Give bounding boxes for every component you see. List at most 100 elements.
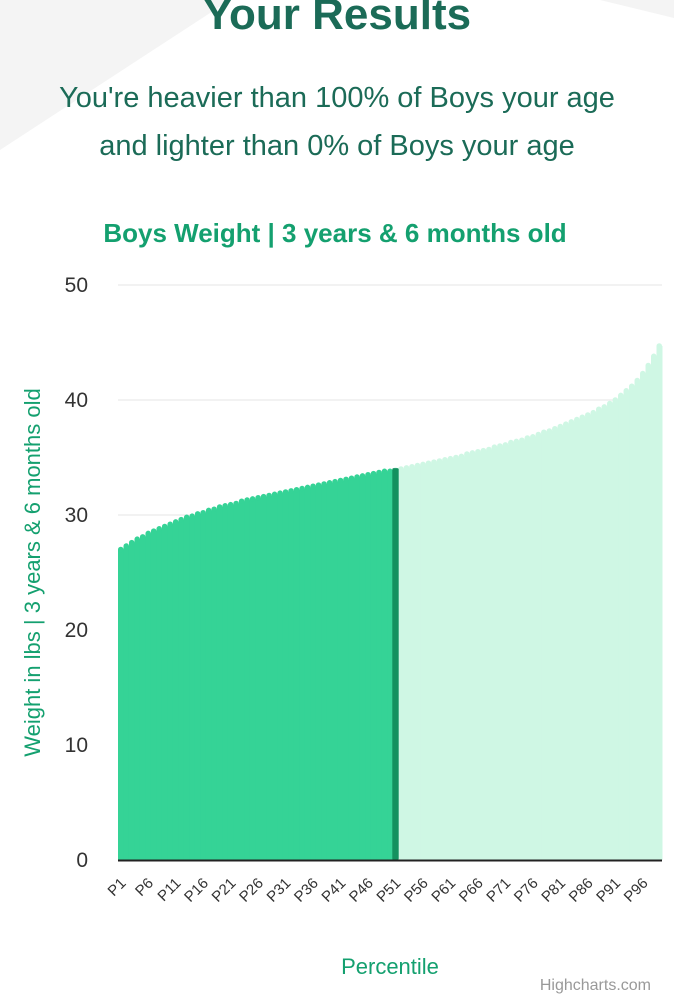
area-point-p49 [381,471,388,860]
area-point-cap-p28 [266,492,272,499]
area-point-p87 [590,412,597,860]
area-point-cap-p30 [277,490,283,496]
area-point-p76 [530,436,537,860]
area-point-p25 [249,498,256,860]
area-point-p90 [607,403,614,860]
area-point-cap-p94 [629,383,635,389]
x-tick-label: P46 [346,875,377,906]
highcharts-credits[interactable]: Highcharts.com [540,977,651,994]
area-point-p21 [227,504,234,860]
area-point-cap-p95 [634,377,641,384]
area-point-p23 [238,501,245,860]
area-point-cap-p35 [304,484,311,491]
x-tick-label: P16 [181,875,212,906]
area-point-p92 [618,395,625,860]
area-point-cap-p79 [546,428,553,434]
area-point-p68 [486,449,493,860]
area-point-p39 [326,482,333,860]
area-point-cap-p26 [255,495,261,501]
area-point-p95 [634,380,641,860]
area-point-cap-p67 [480,447,487,454]
area-point-p30 [277,493,284,860]
area-point-cap-p21 [227,501,234,508]
area-point-p84 [574,419,581,860]
area-point-cap-p25 [249,496,256,502]
area-point-p31 [282,492,289,860]
area-point-p91 [612,400,619,860]
area-point-p74 [519,440,526,860]
area-point-cap-p88 [596,406,602,412]
area-point-p44 [354,477,361,860]
x-tick-label: P66 [456,875,487,906]
area-point-cap-p97 [645,362,652,369]
area-point-p56 [420,464,427,860]
page-title: Your Results [202,0,472,39]
area-point-p98 [651,356,658,860]
area-point-p45 [359,475,366,860]
area-point-p58 [431,462,438,860]
area-point-cap-p63 [458,453,465,460]
area-point-p50 [387,471,394,860]
x-tick-label: P26 [236,875,267,906]
x-tick-label: P81 [538,875,569,906]
area-point-p60 [442,459,449,860]
area-point-cap-p8 [156,526,162,532]
area-point-p97 [645,365,652,860]
area-point-p27 [260,496,267,860]
area-point-p37 [315,485,322,860]
area-point-cap-p50 [387,468,393,475]
area-point-cap-p69 [491,444,498,450]
area-point-cap-p13 [183,514,190,521]
area-point-p16 [200,512,207,860]
area-point-cap-p91 [612,397,619,403]
area-point-p71 [502,444,509,860]
area-point-p11 [172,521,179,860]
area-point-cap-p76 [530,434,536,440]
area-point-cap-p10 [167,521,173,527]
area-point-cap-p1 [118,546,124,553]
area-point-cap-p47 [370,470,377,477]
area-point-p57 [425,463,432,860]
area-point-cap-p44 [354,474,360,480]
area-point-cap-p65 [469,450,476,456]
area-point-cap-p71 [502,442,509,448]
area-point-cap-p22 [233,500,239,507]
area-point-cap-p57 [425,460,432,466]
area-point-p52 [398,469,405,860]
area-point-p83 [568,421,575,860]
weight-percentile-chart: Boys Weight | 3 years & 6 months old 0 10… [20,218,663,994]
area-point-cap-p3 [128,539,135,546]
area-point-cap-p14 [189,513,195,519]
area-point-p1 [118,549,124,860]
result-sentence-lighter: and lighter than 0% of Boys your age [99,130,575,162]
x-tick-label: P21 [209,875,240,906]
area-point-cap-p40 [332,478,338,485]
area-point-p20 [222,505,229,860]
area-point-p8 [156,528,163,860]
area-point-p81 [557,426,564,860]
area-point-p61 [447,458,454,860]
y-tick-label: 10 [65,734,88,757]
area-point-p55 [414,465,421,860]
area-point-cap-p46 [365,472,371,478]
area-point-cap-p86 [585,412,591,418]
area-point-p93 [623,390,630,860]
area-point-cap-p84 [574,416,580,423]
area-point-cap-p98 [651,353,657,360]
area-point-p13 [183,517,190,860]
area-point-cap-p54 [409,463,415,470]
area-point-p10 [167,524,174,860]
area-point-p67 [480,450,487,860]
area-point-p22 [233,503,240,860]
area-point-cap-p93 [623,388,630,394]
area-point-cap-p4 [134,536,140,542]
area-point-cap-p66 [475,449,481,455]
area-point-p24 [244,500,251,860]
x-tick-label: P36 [291,875,322,906]
area-point-cap-p89 [601,404,608,410]
area-point-cap-p9 [161,523,168,530]
area-point-cap-p34 [299,485,305,492]
x-tick-label: P96 [621,875,652,906]
area-point-p2 [123,546,130,860]
area-point-cap-p29 [271,491,278,498]
